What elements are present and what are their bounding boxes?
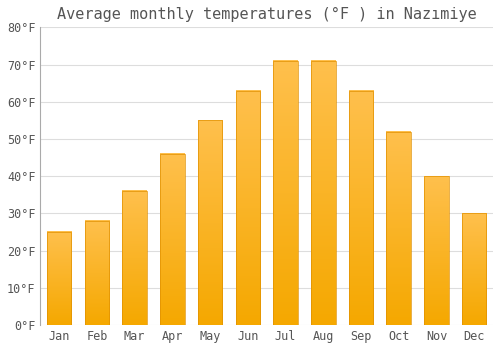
Bar (311, 61, 336, 325)
Bar (348, 91, 374, 325)
Bar (160, 154, 184, 325)
Title: Average monthly temperatures (°F ) in Nazımiye: Average monthly temperatures (°F ) in Na… (57, 7, 476, 22)
Bar (122, 191, 147, 325)
Bar (198, 120, 222, 325)
Bar (424, 176, 448, 325)
Bar (84, 221, 109, 325)
Bar (236, 91, 260, 325)
Bar (47, 232, 72, 325)
Bar (386, 132, 411, 325)
Bar (462, 214, 486, 325)
Bar (274, 61, 298, 325)
